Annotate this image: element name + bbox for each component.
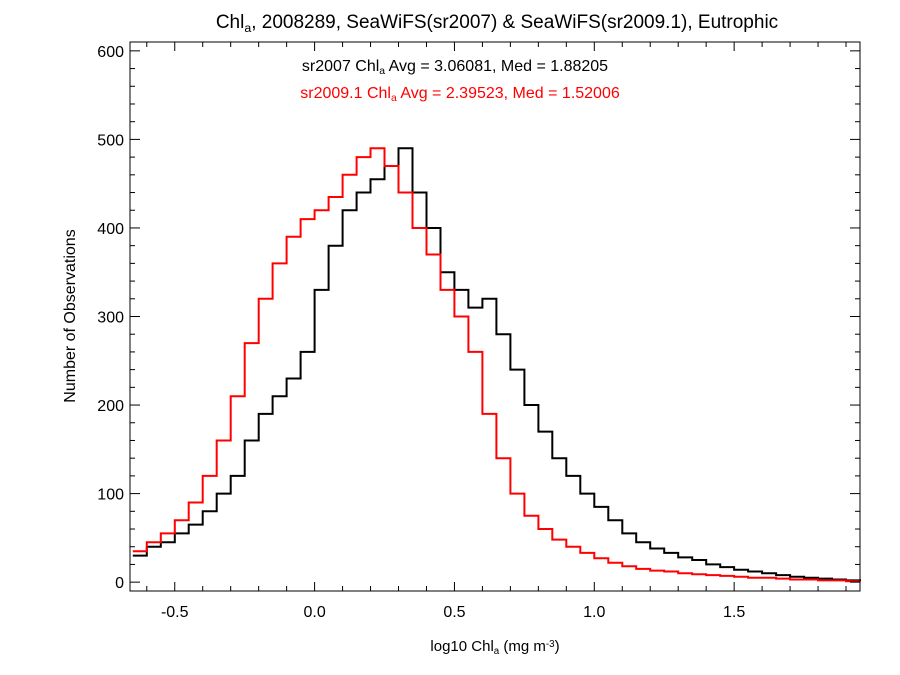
x-tick-label: 0.0 [303, 604, 325, 621]
y-tick-label: 400 [97, 221, 124, 238]
axes-layer: -0.5 0.0 0.5 1.0 1.5 0 100 200 300 400 500 600 [97, 42, 860, 621]
y-tick-label: 300 [97, 310, 124, 327]
plot-area-frame [129, 41, 861, 592]
x-tick-label: -0.5 [161, 604, 189, 621]
series-line-0 [132, 147, 861, 582]
x-axis-label: log10 Chla (mg m-3) [430, 638, 559, 657]
x-tick-label: 0.5 [443, 604, 465, 621]
y-tick-label: 0 [115, 575, 124, 592]
y-axis-label: Number of Observations [62, 229, 79, 402]
y-tick-label: 600 [97, 44, 124, 61]
annotation-sr2009: sr2009.1 Chla Avg = 2.39523, Med = 1.520… [300, 85, 620, 104]
chart-title: Chla, 2008289, SeaWiFS(sr2007) & SeaWiFS… [216, 12, 778, 35]
x-tick-label: 1.5 [723, 604, 745, 621]
series-layer [132, 147, 861, 583]
annotation-sr2007: sr2007 Chla Avg = 3.06081, Med = 1.88205 [302, 58, 608, 77]
series-line-1 [132, 147, 860, 583]
y-tick-label: 100 [97, 487, 124, 504]
y-tick-label: 200 [97, 398, 124, 415]
y-tick-label: 500 [97, 132, 124, 149]
x-tick-label: 1.0 [583, 604, 605, 621]
